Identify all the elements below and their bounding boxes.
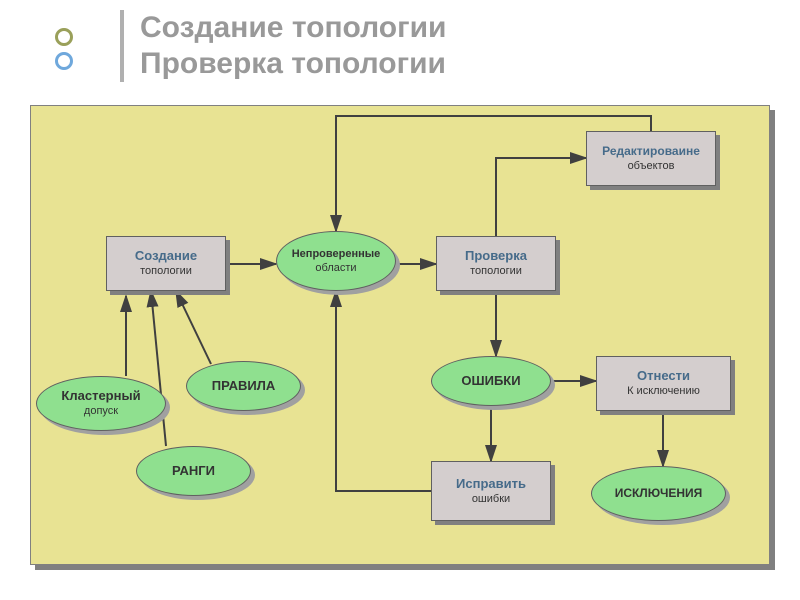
node-validate: Проверкатопологии [436, 236, 556, 291]
node-cluster: Кластерныйдопуск [36, 376, 166, 431]
node-errors: ОШИБКИ [431, 356, 551, 406]
page-title: Создание топологии Проверка топологии [120, 10, 447, 82]
node-label-1: Редактироваине [602, 145, 700, 159]
node-label-1: Отнести [637, 369, 690, 384]
node-label-1: ПРАВИЛА [212, 379, 276, 394]
node-label-1: Исправить [456, 477, 526, 492]
node-label-2: области [315, 262, 356, 275]
title-line-1: Создание топологии [140, 10, 447, 46]
node-label-2: К исключению [627, 385, 700, 398]
node-label-1: Проверка [465, 249, 527, 264]
node-label-1: РАНГИ [172, 464, 215, 479]
edge-rules-create [176, 291, 211, 364]
node-fix: Исправитьошибки [431, 461, 551, 521]
node-label-2: ошибки [472, 493, 510, 506]
title-line-2: Проверка топологии [140, 46, 447, 82]
node-label-1: Непроверенные [292, 248, 381, 261]
edge-validate-edit [496, 158, 586, 236]
node-exclusion: ИСКЛЮЧЕНИЯ [591, 466, 726, 521]
node-label-1: ОШИБКИ [461, 374, 520, 389]
node-label-2: допуск [84, 405, 118, 418]
node-ranks: РАНГИ [136, 446, 251, 496]
bullet-outer [55, 28, 73, 46]
node-label-1: ИСКЛЮЧЕНИЯ [615, 487, 703, 501]
node-create: Созданиетопологии [106, 236, 226, 291]
edge-ranks-create [151, 291, 166, 446]
node-label-2: топологии [470, 265, 522, 278]
title-bullets [55, 28, 73, 76]
node-label-2: объектов [628, 160, 675, 173]
node-label-1: Создание [135, 249, 197, 264]
diagram-canvas: РедактироваинеобъектовСозданиетопологииН… [30, 105, 770, 565]
node-edit: Редактироваинеобъектов [586, 131, 716, 186]
node-label-2: топологии [140, 265, 192, 278]
bullet-inner [55, 52, 73, 70]
node-dirty: Непроверенныеобласти [276, 231, 396, 291]
node-label-1: Кластерный [61, 389, 140, 404]
node-except: ОтнестиК исключению [596, 356, 731, 411]
edge-fix-dirty [336, 291, 431, 491]
node-rules: ПРАВИЛА [186, 361, 301, 411]
